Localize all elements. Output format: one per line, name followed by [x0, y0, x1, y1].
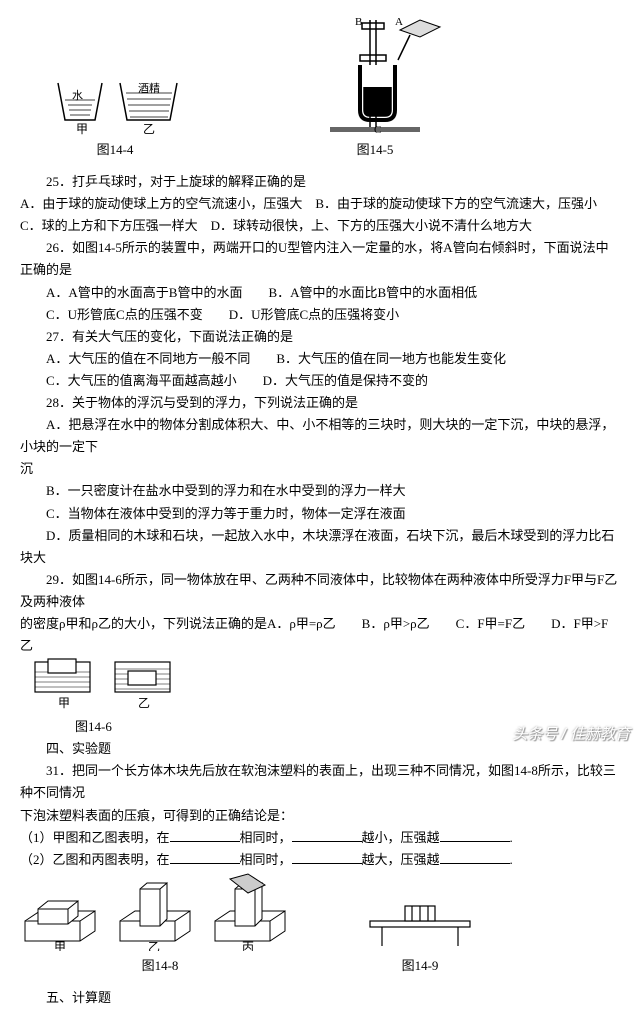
q31-line1: （1）甲图和乙图表明，在 相同时， 越小，压强越. — [20, 827, 620, 849]
q31-l2b: 相同时， — [240, 852, 292, 867]
q27-a: A．大气压的值在不同地方一般不同 B．大气压的值在同一地方也能发生变化 — [20, 348, 620, 370]
q28-d: D．质量相同的木球和石块，一起放入水中，木块漂浮在液面，石块下沉，最后木球受到的… — [20, 525, 620, 569]
svg-foam: 甲 乙 丙 — [20, 871, 300, 951]
q28-a-tail: 沉 — [20, 458, 620, 480]
q31-pre: 31．把同一个长方体木块先后放在软泡沫塑料的表面上，出现三种不同情况，如图14-… — [20, 760, 620, 804]
fig4-yi: 乙 — [148, 940, 160, 951]
q26-stem: 26．如图14-5所示的装置中，两端开口的U型管内注入一定量的水，将A管向右倾斜… — [20, 237, 620, 281]
q26-c: C．U形管底C点的压强不变 D．U形管底C点的压强将变小 — [20, 304, 620, 326]
fig3-yi: 乙 — [138, 696, 150, 710]
q28-c: C．当物体在液体中受到的浮力等于重力时，物体一定浮在液面 — [20, 503, 620, 525]
q31-l1b: 相同时， — [240, 830, 292, 845]
q29-pre: 29．如图14-6所示，同一物体放在甲、乙两种不同液体中，比较物体在两种液体中所… — [20, 569, 620, 613]
q28-stem: 28．关于物体的浮沉与受到的浮力，下列说法正确的是 — [20, 392, 620, 414]
fig3-jia: 甲 — [58, 696, 70, 710]
blank-5[interactable] — [292, 850, 362, 864]
q31-l1c: 越小，压强越 — [362, 830, 440, 845]
blank-4[interactable] — [170, 850, 240, 864]
yi-label: 乙 — [143, 122, 155, 135]
watermark: 头条号 / 佳赫教育 — [512, 722, 630, 748]
q31-l2a: （2）乙图和丙图表明，在 — [20, 852, 170, 867]
fig14-4-label: 图14-4 — [50, 139, 180, 161]
blank-3[interactable] — [440, 828, 510, 842]
c-label: C — [374, 124, 381, 135]
svg-utube: B A C — [300, 15, 450, 135]
fig-row-bottom: 甲 乙 丙 图14-8 — [20, 871, 620, 977]
alcohol-label: 酒精 — [138, 82, 160, 95]
q27-stem: 27．有关大气压的变化，下面说法正确的是 — [20, 326, 620, 348]
blank-1[interactable] — [170, 828, 240, 842]
fig-row-top: 水 酒精 甲 乙 图14-4 B A C 图14-5 — [20, 15, 620, 161]
q27-c: C．大气压的值离海平面越高越小 D．大气压的值是保持不变的 — [20, 370, 620, 392]
fig-14-8: 甲 乙 丙 图14-8 — [20, 871, 300, 977]
section-5: 五、计算题 — [20, 987, 620, 1009]
fig-14-9: 图14-9 — [360, 891, 480, 977]
svg-beakers: 水 酒精 甲 乙 — [50, 75, 180, 135]
blank-2[interactable] — [292, 828, 362, 842]
fig-14-5: B A C 图14-5 — [300, 15, 450, 161]
svg-liquids: 甲 乙 — [30, 657, 190, 712]
q29-tail: 的密度ρ甲和ρ乙的大小，下列说法正确的是A．ρ甲=ρ乙 B．ρ甲>ρ乙 C．F甲… — [20, 613, 620, 657]
blank-6[interactable] — [440, 850, 510, 864]
q25-stem: 25．打乒乓球时，对于上旋球的解释正确的是 — [20, 171, 620, 193]
fig14-5-label: 图14-5 — [300, 139, 450, 161]
fig4-bing: 丙 — [242, 940, 254, 951]
q31-l2c: 越大，压强越 — [362, 852, 440, 867]
fig4-jia: 甲 — [54, 940, 66, 951]
svg-table — [360, 891, 480, 951]
fig14-8-label: 图14-8 — [20, 955, 300, 977]
b-label: B — [355, 16, 362, 28]
water-label: 水 — [72, 89, 83, 102]
q28-b: B．一只密度计在盐水中受到的浮力和在水中受到的浮力一样大 — [20, 480, 620, 502]
q25-a: A．由于球的旋动使球上方的空气流速小，压强大 B．由于球的旋动使球下方的空气流速… — [20, 193, 620, 215]
q26-a: A．A管中的水面高于B管中的水面 B．A管中的水面比B管中的水面相低 — [20, 282, 620, 304]
jia-label: 甲 — [76, 122, 88, 135]
a-label: A — [395, 16, 403, 28]
q31-line2: （2）乙图和丙图表明，在 相同时， 越大，压强越. — [20, 849, 620, 871]
q31-l1a: （1）甲图和乙图表明，在 — [20, 830, 170, 845]
q25-c: C．球的上方和下方压强一样大 D．球转动很快，上、下方的压强大小说不清什么地方大 — [20, 215, 620, 237]
q31-tail: 下泡沫塑料表面的压痕，可得到的正确结论是： — [20, 805, 620, 827]
fig-14-4: 水 酒精 甲 乙 图14-4 — [50, 75, 180, 161]
fig14-9-label: 图14-9 — [360, 955, 480, 977]
q31-l1d: . — [510, 830, 513, 845]
q28-a-pre: A．把悬浮在水中的物体分割成体积大、中、小不相等的三块时，则大块的一定下沉，中块… — [20, 414, 620, 458]
q31-l2d: . — [510, 852, 513, 867]
